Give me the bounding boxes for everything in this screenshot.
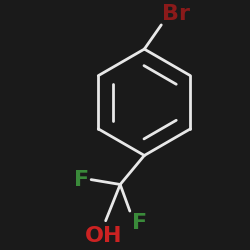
- Text: OH: OH: [84, 226, 122, 246]
- Text: F: F: [74, 170, 89, 190]
- Text: F: F: [132, 214, 148, 234]
- Text: Br: Br: [162, 4, 190, 24]
